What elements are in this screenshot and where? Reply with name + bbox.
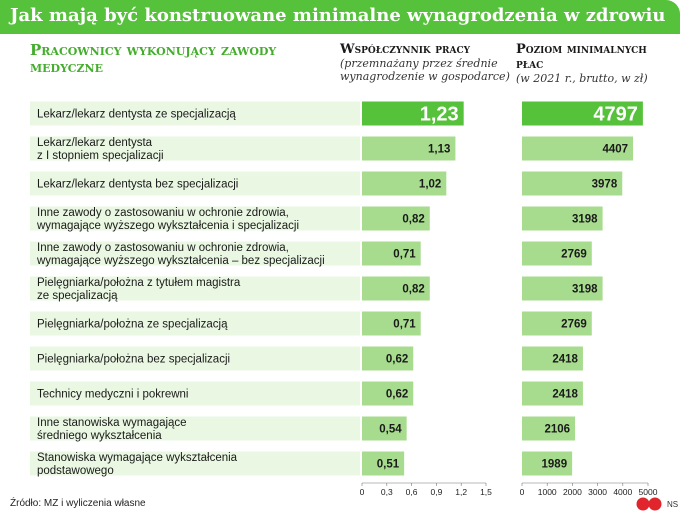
category-label: Lekarz/lekarz dentysta ze specjalizacją bbox=[37, 109, 236, 121]
category-band bbox=[30, 241, 360, 266]
category-label: Stanowiska wymagające wykształcenia podst… bbox=[37, 452, 238, 477]
category-band bbox=[30, 101, 360, 126]
wage-bar bbox=[522, 136, 634, 161]
source-note: Źródło: MZ i wyliczenia własne bbox=[10, 498, 146, 509]
coef-subheading: (przemnażany przez średnie wynagrodzenie… bbox=[340, 57, 510, 83]
wage-bar bbox=[522, 346, 583, 371]
coef-header: Współczynnik pracy (przemnażany przez śr… bbox=[340, 42, 515, 83]
category-band bbox=[30, 451, 360, 476]
coef-bar bbox=[362, 241, 421, 266]
wage-value-label: 1989 bbox=[542, 459, 568, 471]
coef-value-label: 0,51 bbox=[377, 459, 400, 471]
chart-title: Jak mają być konstruowane minimalne wyna… bbox=[10, 5, 666, 26]
coef-tick-label: 0 bbox=[360, 487, 365, 497]
coef-value-label: 1,02 bbox=[419, 179, 441, 191]
wage-tick-label: 5000 bbox=[639, 487, 658, 497]
wage-bar bbox=[522, 381, 583, 406]
wage-bar bbox=[522, 101, 643, 126]
wage-value-label: 2418 bbox=[552, 389, 578, 401]
category-band bbox=[30, 346, 360, 371]
coef-value-label: 0,71 bbox=[393, 249, 416, 261]
category-label: Pielęgniarka/położna z tytułem magistra z… bbox=[37, 277, 241, 302]
wage-bar bbox=[522, 241, 592, 266]
category-band bbox=[30, 276, 360, 301]
wage-value-label: 4797 bbox=[593, 104, 638, 126]
wage-value-label: 4407 bbox=[602, 144, 628, 156]
wage-tick-label: 2000 bbox=[563, 487, 582, 497]
coef-tick-label: 0,3 bbox=[381, 487, 393, 497]
coef-value-label: 1,23 bbox=[420, 104, 459, 126]
coef-bar bbox=[362, 346, 414, 371]
category-band bbox=[30, 381, 360, 406]
category-band bbox=[30, 311, 360, 336]
category-label: Lekarz/lekarz dentysta z I stopniem specj… bbox=[37, 137, 164, 162]
wage-bar bbox=[522, 171, 623, 196]
wage-bar bbox=[522, 206, 603, 231]
logo-circle-left-icon bbox=[636, 497, 650, 511]
wage-tick-label: 0 bbox=[520, 487, 525, 497]
title-bar: Jak mają być konstruowane minimalne wyna… bbox=[0, 0, 680, 34]
wage-value-label: 2769 bbox=[561, 249, 587, 261]
wage-value-label: 3198 bbox=[572, 284, 598, 296]
wage-bar bbox=[522, 276, 603, 301]
coef-tick-label: 0,6 bbox=[406, 487, 418, 497]
wage-bar bbox=[522, 451, 573, 476]
wage-value-label: 2418 bbox=[552, 354, 578, 366]
category-label: Inne zawody o zastosowaniu w ochronie zd… bbox=[36, 207, 299, 232]
logo-text: NS bbox=[667, 500, 678, 509]
coef-bar bbox=[362, 451, 405, 476]
coef-heading: Współczynnik pracy bbox=[340, 42, 471, 57]
wage-bar bbox=[522, 311, 592, 336]
coef-value-label: 0,54 bbox=[379, 424, 402, 436]
coef-bar bbox=[362, 206, 430, 231]
wage-heading: Poziom minimalnych płac bbox=[516, 42, 647, 72]
coef-value-label: 0,62 bbox=[386, 354, 408, 366]
category-label: Pielęgniarka/położna bez specjalizacji bbox=[37, 354, 230, 366]
coef-bar bbox=[362, 276, 430, 301]
wage-value-label: 2769 bbox=[561, 319, 587, 331]
category-label: Technicy medyczni i pokrewni bbox=[37, 389, 188, 401]
wage-value-label: 3198 bbox=[572, 214, 598, 226]
coef-bar bbox=[362, 381, 414, 406]
coef-bar bbox=[362, 416, 407, 441]
coef-value-label: 0,82 bbox=[402, 214, 424, 226]
coef-value-label: 0,62 bbox=[386, 389, 408, 401]
wage-value-label: 2106 bbox=[544, 424, 570, 436]
publisher-logo: NS bbox=[636, 497, 678, 511]
category-band bbox=[30, 416, 360, 441]
category-label: Pielęgniarka/położna ze specjalizacją bbox=[37, 319, 228, 331]
category-band bbox=[30, 171, 360, 196]
category-band bbox=[30, 206, 360, 231]
coef-bar bbox=[362, 101, 464, 126]
coef-value-label: 0,82 bbox=[402, 284, 424, 296]
wage-value-label: 3978 bbox=[592, 179, 618, 191]
category-header: Pracownicy wykonujący zawody medyczne bbox=[30, 41, 277, 76]
category-label: Inne zawody o zastosowaniu w ochronie zd… bbox=[36, 242, 325, 267]
coef-bar bbox=[362, 311, 421, 336]
logo-circle-right-icon bbox=[648, 497, 662, 511]
category-band bbox=[30, 136, 360, 161]
wage-subheading: (w 2021 r., brutto, w zł) bbox=[516, 72, 648, 85]
wage-tick-label: 3000 bbox=[588, 487, 607, 497]
category-label: Lekarz/lekarz dentysta bez specjalizacji bbox=[37, 179, 238, 191]
coef-bar bbox=[362, 136, 456, 161]
coef-tick-label: 1,5 bbox=[480, 487, 492, 497]
category-label: Inne stanowiska wymagające średniego wyks… bbox=[37, 417, 187, 442]
coef-value-label: 1,13 bbox=[428, 144, 450, 156]
coef-value-label: 0,71 bbox=[393, 319, 416, 331]
coef-bar bbox=[362, 171, 447, 196]
coef-tick-label: 0,9 bbox=[430, 487, 442, 497]
wage-header: Poziom minimalnych płac (w 2021 r., brut… bbox=[516, 42, 666, 85]
wage-tick-label: 4000 bbox=[613, 487, 632, 497]
wage-tick-label: 1000 bbox=[538, 487, 557, 497]
wage-bar bbox=[522, 416, 576, 441]
coef-tick-label: 1,2 bbox=[455, 487, 467, 497]
